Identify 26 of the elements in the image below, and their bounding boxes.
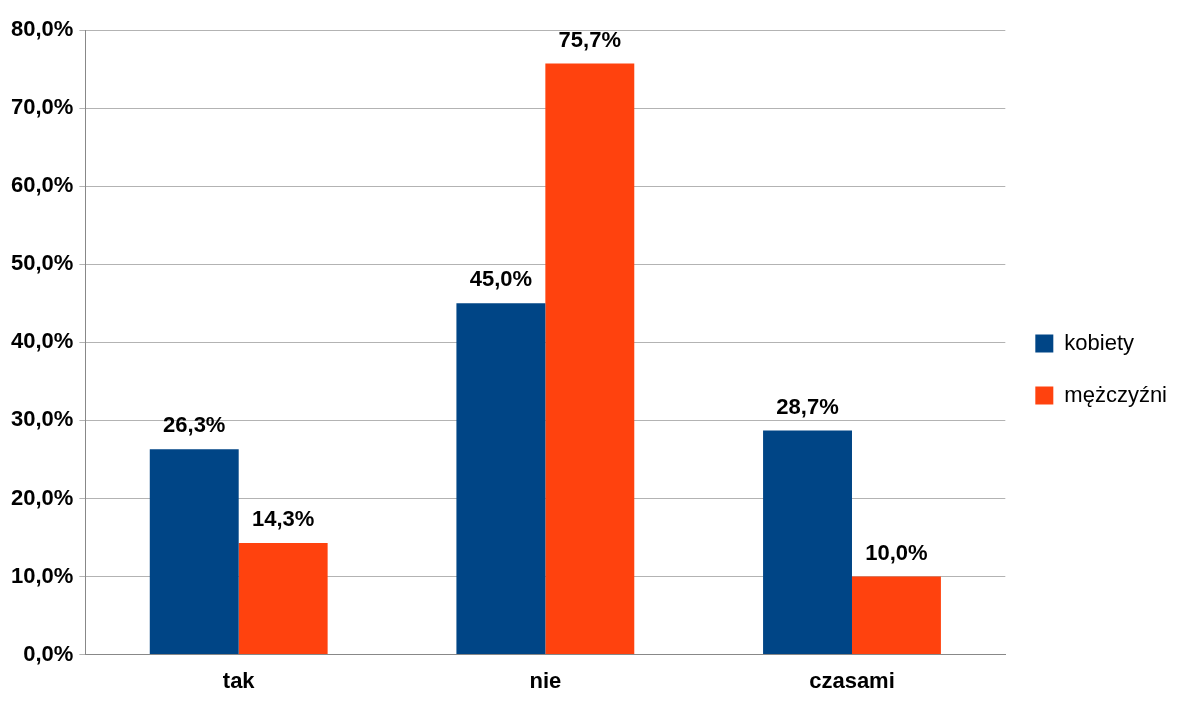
- data-label: 10,0%: [865, 539, 928, 565]
- bar: [851, 576, 941, 655]
- data-label: 14,3%: [251, 506, 315, 532]
- y-tick-label: 70,0%: [10, 94, 74, 120]
- bar: [763, 430, 852, 655]
- bar: [238, 542, 328, 655]
- bar: [545, 63, 635, 655]
- legend-label: kobiety: [1064, 329, 1135, 355]
- y-tick-label: 10,0%: [10, 562, 74, 588]
- y-tick-label: 50,0%: [10, 250, 74, 276]
- data-label: 26,3%: [163, 412, 226, 438]
- data-label: 28,7%: [776, 393, 839, 419]
- y-tick-label: 30,0%: [10, 406, 74, 432]
- y-tick-label: 40,0%: [10, 328, 74, 354]
- x-tick-label: nie: [529, 667, 562, 693]
- data-label: 75,7%: [558, 26, 622, 52]
- legend-label: mężczyźni: [1064, 381, 1167, 407]
- bar: [456, 303, 546, 655]
- y-tick-label: 80,0%: [10, 16, 74, 42]
- y-tick-label: 60,0%: [10, 172, 74, 198]
- x-tick-label: czasami: [809, 667, 895, 693]
- y-tick-label: 20,0%: [10, 484, 74, 510]
- x-tick-label: tak: [222, 667, 256, 693]
- data-label: 45,0%: [469, 266, 533, 292]
- y-tick-label: 0,0%: [23, 640, 74, 666]
- bar: [149, 449, 239, 655]
